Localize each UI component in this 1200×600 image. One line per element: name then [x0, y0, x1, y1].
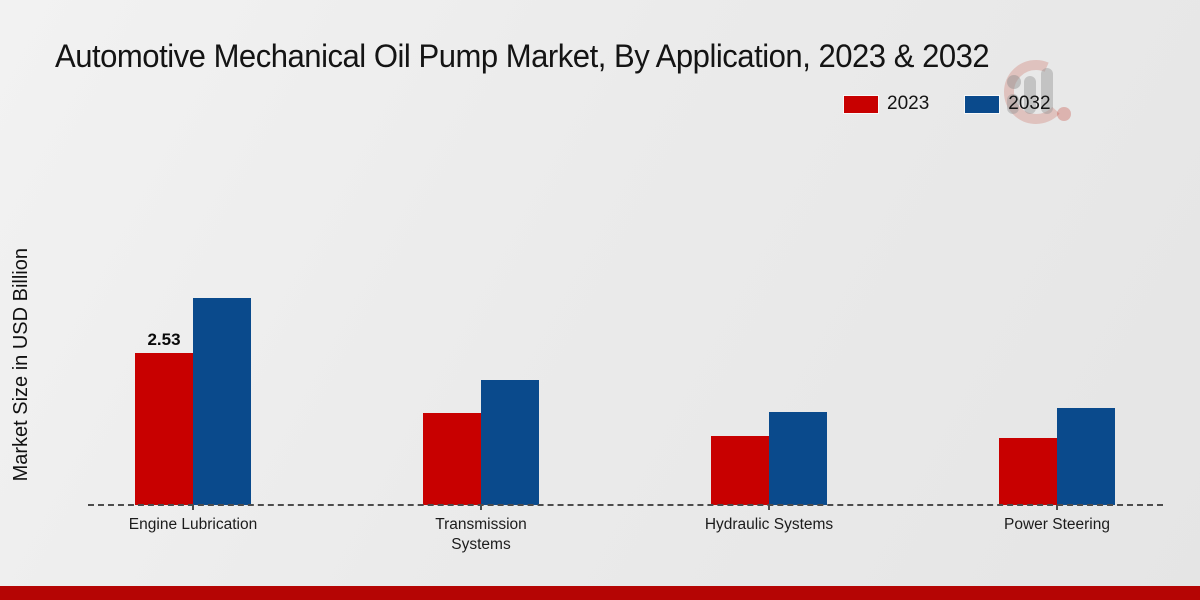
bar-2023-power-steering — [999, 438, 1057, 505]
bar-2023-engine-lubrication — [135, 353, 193, 505]
bar-2032-transmission-systems — [481, 380, 539, 505]
category-label-power-steering: Power Steering — [1004, 516, 1110, 533]
chart-title: Automotive Mechanical Oil Pump Market, B… — [55, 38, 990, 74]
legend: 2023 2032 — [844, 93, 1051, 115]
bar-2032-power-steering — [1057, 408, 1115, 505]
legend-swatch-2023 — [844, 95, 878, 113]
x-axis-tick — [480, 505, 482, 510]
legend-item-2032: 2032 — [965, 93, 1051, 115]
bar-2032-hydraulic-systems — [769, 412, 827, 505]
x-axis-tick — [192, 505, 194, 510]
legend-swatch-2032 — [965, 95, 1000, 113]
x-axis-tick — [768, 505, 770, 510]
x-axis-tick — [1056, 505, 1058, 510]
x-axis-baseline — [88, 504, 1163, 506]
category-label-hydraulic-systems: Hydraulic Systems — [704, 516, 834, 533]
footer-accent-bar — [0, 586, 1200, 600]
bar-2032-engine-lubrication — [193, 298, 251, 505]
bar-2023-transmission-systems — [423, 413, 481, 505]
bar-value-label-2023-engine-lubrication: 2.53 — [147, 330, 181, 349]
legend-item-2023: 2023 — [844, 93, 929, 115]
legend-label: 2023 — [887, 93, 930, 114]
legend-label: 2032 — [1008, 93, 1051, 114]
category-label-transmission-systems: Transmission Systems — [435, 516, 527, 553]
bar-2023-hydraulic-systems — [711, 436, 769, 505]
category-label-engine-lubrication: Engine Lubrication — [128, 516, 258, 533]
